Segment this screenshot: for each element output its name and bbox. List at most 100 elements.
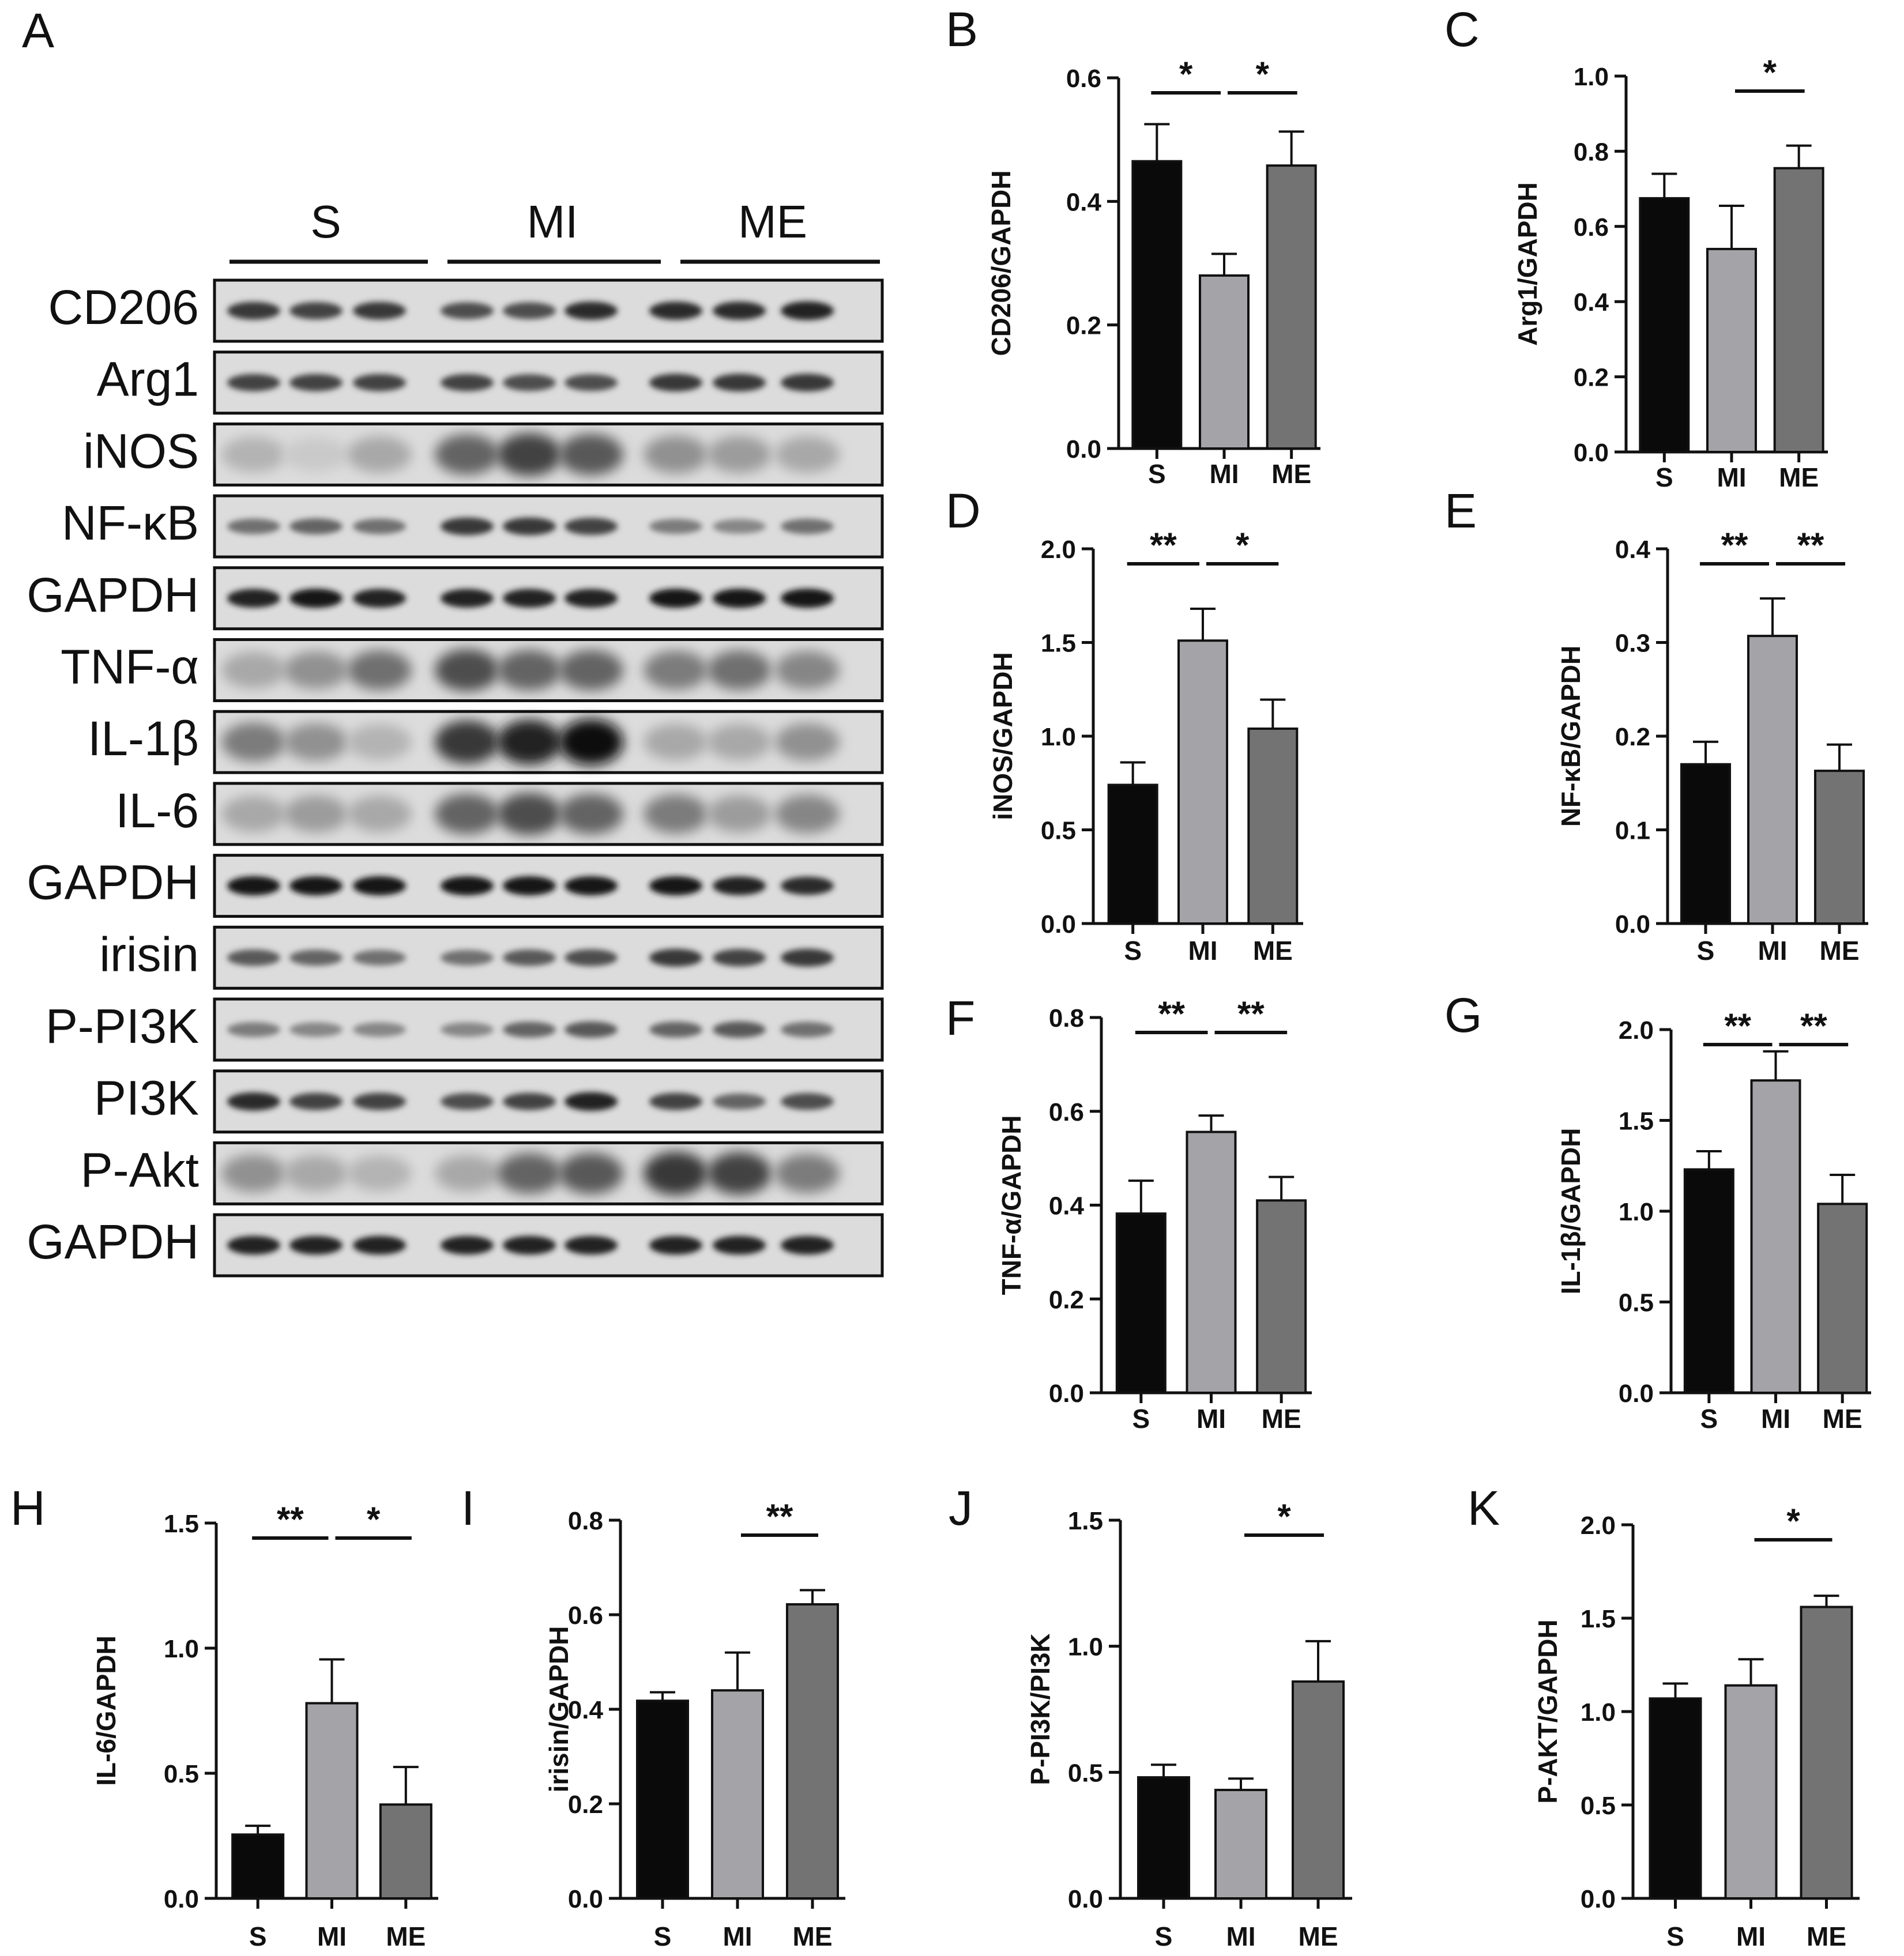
x-tick-label: ME — [1823, 1404, 1862, 1434]
bar — [1683, 1168, 1734, 1395]
panel-letter: B — [946, 2, 978, 56]
blot-band — [565, 949, 618, 966]
y-tick-label: 1.5 — [1041, 630, 1076, 658]
blot-band — [707, 650, 772, 691]
blot-band — [565, 374, 618, 391]
blot-label: P-PI3K — [46, 999, 199, 1053]
y-tick-label: 0.4 — [1615, 536, 1651, 564]
bar — [1724, 1684, 1778, 1900]
blot-band — [497, 650, 562, 691]
blot-label: Arg1 — [97, 352, 199, 406]
x-tick-label: ME — [1779, 462, 1819, 492]
panel-letter: E — [1444, 484, 1477, 538]
x-tick-label: S — [1655, 462, 1673, 492]
blot-band — [781, 518, 834, 534]
blot-band — [221, 651, 286, 689]
blot-band — [227, 301, 280, 320]
y-tick-label: 0.0 — [164, 1885, 199, 1913]
blot-band — [441, 949, 494, 966]
y-tick-label: 0.8 — [568, 1507, 603, 1535]
y-tick-label: 0.1 — [1615, 817, 1650, 845]
blot-band — [353, 949, 406, 966]
bar — [1137, 1776, 1190, 1900]
blot-band — [707, 795, 772, 833]
bar — [1256, 1199, 1307, 1395]
blot-band — [289, 949, 343, 966]
significance-label: * — [1763, 53, 1777, 92]
blot-band — [649, 301, 702, 320]
x-tick-label: S — [249, 1921, 267, 1951]
y-tick-label: 0.8 — [1049, 1004, 1084, 1032]
significance-label: * — [1256, 55, 1270, 93]
blot-band — [221, 722, 286, 762]
x-tick-label: MI — [1736, 1921, 1766, 1951]
bar — [1292, 1680, 1345, 1900]
bar — [1750, 1079, 1801, 1394]
blot-band — [649, 1022, 702, 1038]
chart-j: J 0.0 0.5 1.0 1.5 P-PI3K/PI3K S MI ME * — [949, 1481, 1352, 1951]
blot-band — [644, 723, 708, 760]
y-tick-label: 1.5 — [164, 1510, 199, 1538]
blot-label: iNOS — [83, 424, 199, 478]
y-tick-label: 0.0 — [1068, 1885, 1103, 1913]
panel-letter-a: A — [22, 3, 54, 58]
y-tick-label: 0.5 — [1068, 1759, 1103, 1787]
blot-band — [435, 434, 499, 475]
significance-label: * — [1786, 1502, 1800, 1540]
blot-band — [289, 518, 343, 534]
blot-band — [284, 1155, 348, 1192]
y-tick-label: 0.2 — [1066, 312, 1101, 340]
x-tick-label: MI — [317, 1921, 347, 1951]
panel-letter: G — [1444, 988, 1482, 1042]
chart-c: C 0.0 0.2 0.4 0.6 0.8 1.0 Arg1/GAPDH S MI ME * — [1444, 2, 1828, 492]
blot-band — [284, 723, 348, 761]
x-tick-label: S — [1697, 936, 1715, 966]
bar — [1107, 783, 1158, 925]
blot-band — [503, 876, 556, 896]
blot-band — [353, 301, 406, 320]
y-tick-label: 1.5 — [1619, 1107, 1654, 1136]
blot-band — [707, 1152, 772, 1195]
blot-band — [227, 589, 280, 608]
blot-band — [353, 1092, 406, 1110]
blot-band — [503, 1022, 556, 1038]
blot-band — [289, 1235, 343, 1255]
significance-label: ** — [1724, 1007, 1751, 1045]
blot-band — [713, 519, 766, 534]
panel-letter: J — [949, 1481, 973, 1535]
blot-band — [289, 302, 343, 319]
blot-band — [565, 876, 618, 896]
blot-band — [284, 795, 348, 833]
x-tick-label: ME — [1807, 1921, 1846, 1951]
blot-band — [435, 720, 499, 764]
blot-label: CD206 — [48, 280, 199, 334]
blot-band — [644, 650, 708, 690]
blot-label: NF-κB — [62, 496, 199, 550]
blot-band — [781, 301, 834, 321]
blot-band — [713, 374, 766, 392]
blot-band — [781, 589, 834, 608]
y-axis-title: iNOS/GAPDH — [988, 652, 1018, 820]
bar — [711, 1689, 764, 1900]
blot-band — [497, 433, 562, 476]
blot-band — [227, 1092, 280, 1111]
blot-band — [441, 876, 494, 896]
blot-band — [649, 1235, 702, 1255]
blot-band — [289, 1092, 343, 1110]
blot-band — [503, 949, 556, 966]
blot-band — [649, 374, 702, 392]
blot-band — [289, 876, 343, 896]
blot-band — [441, 374, 494, 391]
significance-label: * — [1277, 1497, 1291, 1536]
significance-label: ** — [766, 1497, 793, 1536]
blot-band — [775, 723, 840, 761]
blot-band — [649, 876, 702, 896]
group-label: MI — [527, 196, 578, 247]
y-tick-label: 2.0 — [1619, 1016, 1654, 1045]
blot-band — [781, 948, 834, 967]
y-tick-label: 0.3 — [1615, 630, 1650, 658]
y-tick-label: 0.0 — [1574, 439, 1609, 467]
y-tick-label: 0.5 — [164, 1760, 199, 1788]
bar — [1800, 1605, 1853, 1900]
